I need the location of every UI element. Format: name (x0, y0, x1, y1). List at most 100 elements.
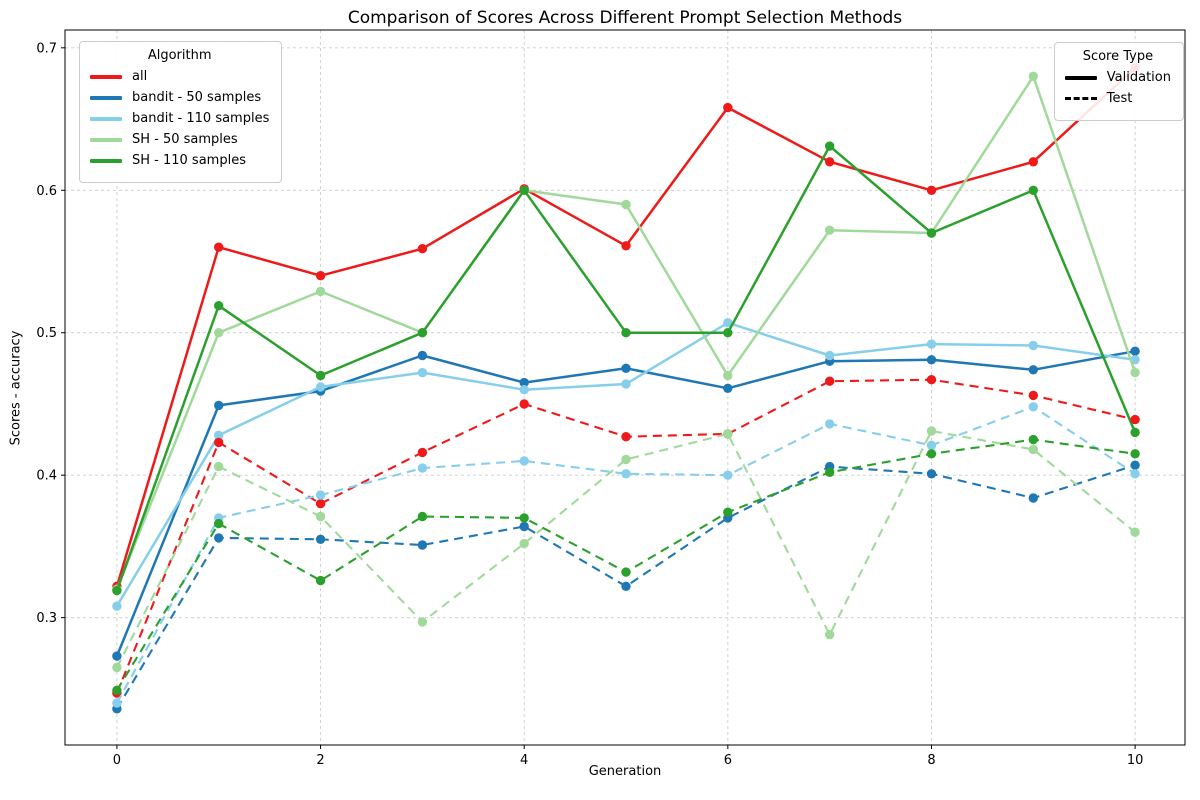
data-point (519, 185, 529, 195)
data-point (1028, 390, 1039, 401)
dashed-line-swatch-icon (1064, 97, 1097, 100)
solid-line-swatch-icon (90, 74, 122, 79)
solid-line-swatch-icon (90, 95, 122, 100)
data-point (417, 244, 428, 254)
series-sh-110-samples-validation (112, 141, 1140, 596)
data-point (417, 447, 428, 458)
x-tick-label: 6 (724, 753, 732, 768)
data-point (825, 376, 835, 386)
legend-algorithm: Algorithm all bandit - 50 samples bandit - … (79, 41, 283, 183)
data-point (519, 399, 529, 409)
data-point (621, 379, 631, 389)
series-sh-50-samples-test (112, 426, 1140, 673)
data-point (621, 432, 631, 442)
solid-line-swatch-icon (90, 137, 122, 142)
data-point (315, 370, 326, 381)
x-tick-label: 10 (1127, 753, 1144, 768)
legend-score-type: Score Type Validation Test (1053, 42, 1184, 121)
data-point (112, 601, 122, 611)
data-point (1028, 365, 1039, 375)
data-point (315, 490, 326, 500)
data-point (723, 370, 733, 381)
legend-entry-label: all (132, 69, 148, 84)
series-bandit-50-samples-test (112, 460, 1140, 714)
legend-entry: SH - 110 samples (90, 153, 269, 168)
data-point (417, 367, 428, 378)
data-point (825, 141, 835, 151)
data-point (112, 685, 122, 695)
data-point (1130, 414, 1140, 425)
y-tick-label: 0.7 (36, 41, 57, 56)
data-point (214, 461, 224, 472)
y-tick-label: 0.4 (36, 469, 57, 484)
legend-entry: Validation (1064, 70, 1171, 85)
data-point (926, 185, 937, 195)
axes: 0.3 0.4 0.5 0.6 0.7 0 2 4 6 8 10 (36, 29, 1186, 768)
data-point (417, 463, 428, 473)
data-point (1028, 402, 1039, 412)
legend-entry-label: SH - 110 samples (132, 153, 246, 168)
data-point (214, 430, 224, 440)
data-point (417, 511, 428, 522)
series-bandit-50-samples-validation (112, 346, 1140, 661)
data-point (621, 581, 631, 591)
legend-entry-label: bandit - 50 samples (132, 90, 262, 105)
x-tick-label: 8 (927, 753, 935, 768)
legend-title: Score Type (1082, 49, 1154, 64)
data-point (315, 575, 326, 586)
data-point (1130, 346, 1140, 356)
data-point (1130, 527, 1140, 537)
data-point (723, 429, 733, 439)
legend-entry-label: Test (1106, 91, 1133, 106)
data-point (926, 375, 937, 385)
data-point (214, 242, 224, 252)
data-point (112, 651, 122, 661)
data-point (1130, 460, 1140, 470)
series-sh-110-samples-test (112, 434, 1140, 695)
solid-line-swatch-icon (90, 158, 122, 163)
data-point (417, 328, 428, 338)
data-point (723, 507, 733, 517)
data-point (825, 157, 835, 167)
y-tick-label: 0.3 (36, 611, 57, 626)
data-point (519, 385, 529, 395)
y-tick-label: 0.5 (36, 326, 57, 341)
data-point (723, 328, 733, 338)
data-point (723, 102, 733, 113)
data-point (621, 363, 631, 373)
solid-line-swatch-icon (1064, 75, 1097, 80)
data-point (926, 426, 937, 436)
legend-entry: SH - 50 samples (90, 132, 269, 147)
x-tick-label: 4 (520, 753, 528, 768)
data-point (1028, 71, 1039, 82)
x-tick-label: 0 (113, 753, 121, 768)
data-point (315, 286, 326, 297)
legend-entry-label: SH - 50 samples (132, 132, 238, 147)
legend-entry: bandit - 110 samples (90, 111, 269, 126)
data-point (214, 328, 224, 338)
data-point (214, 437, 224, 448)
data-point (723, 470, 733, 480)
data-point (926, 440, 937, 450)
data-point (621, 469, 631, 479)
data-point (214, 518, 224, 529)
data-point (315, 534, 326, 544)
data-point (315, 271, 326, 281)
data-point (926, 228, 937, 238)
data-point (1028, 434, 1039, 445)
data-point (315, 511, 326, 522)
data-point (621, 454, 631, 465)
data-point (825, 225, 835, 235)
data-point (1028, 185, 1039, 195)
data-point (214, 400, 224, 411)
data-point (621, 241, 631, 251)
data-point (621, 328, 631, 338)
data-point (926, 339, 937, 349)
data-point (519, 538, 529, 549)
data-point (519, 521, 529, 532)
data-point (621, 567, 631, 577)
data-point (1130, 367, 1140, 378)
data-point (214, 533, 224, 543)
data-point (1130, 449, 1140, 459)
